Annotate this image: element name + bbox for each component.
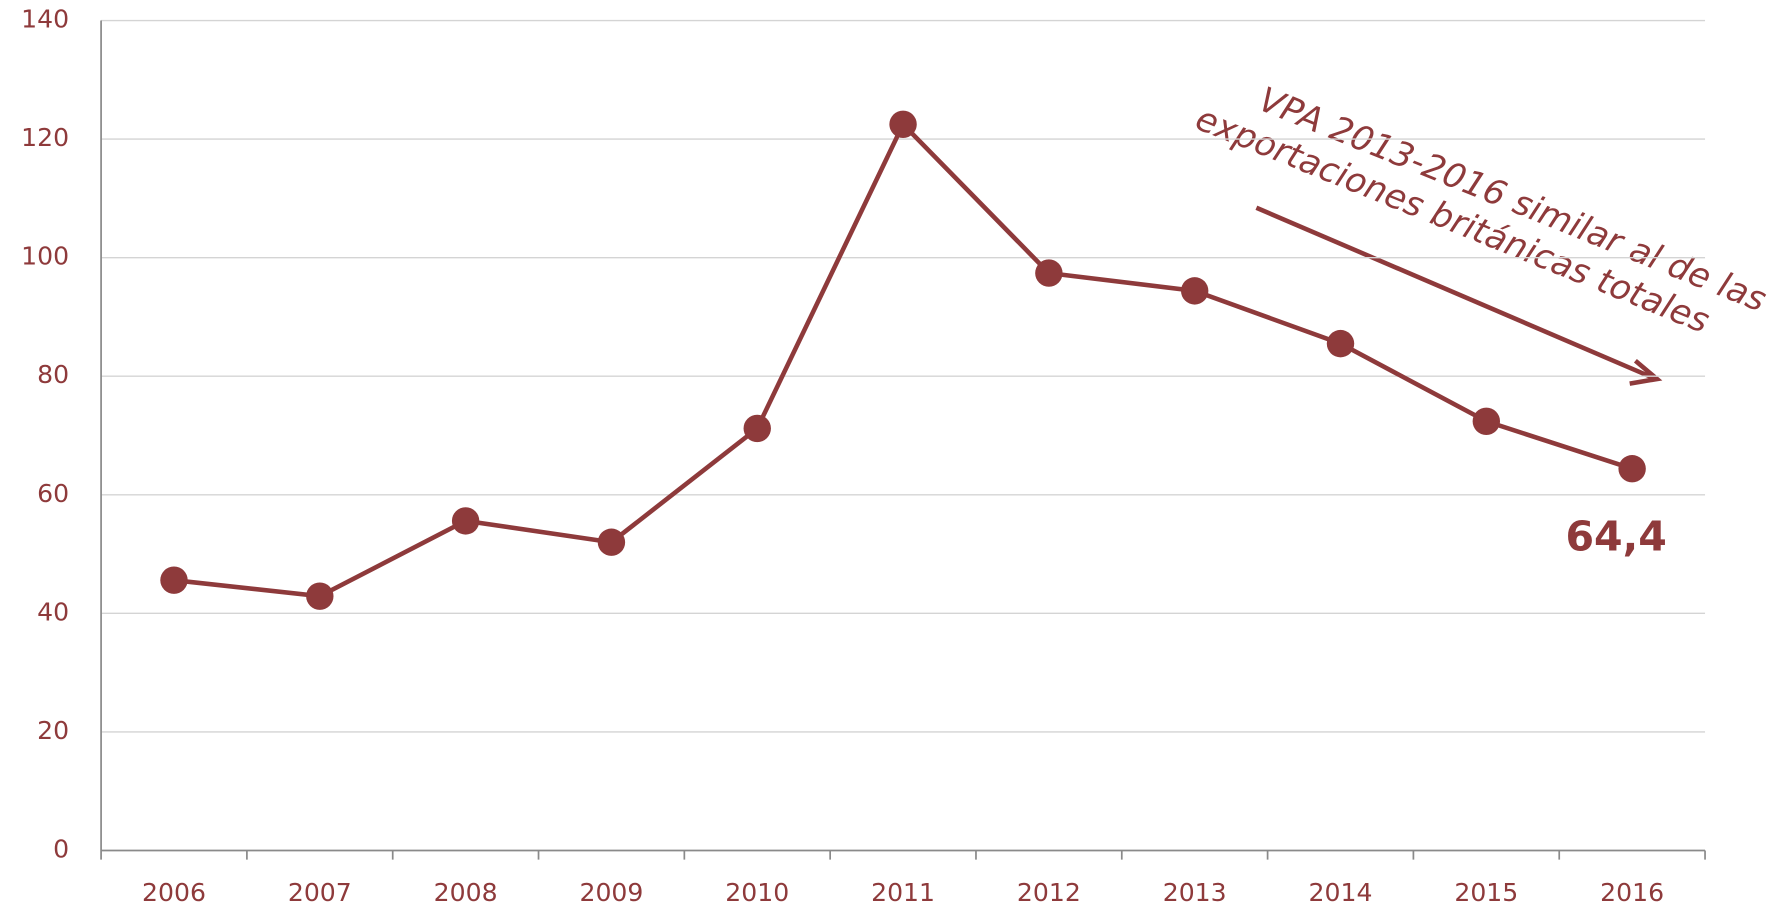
x-tick-label: 2010	[725, 878, 789, 907]
marker	[1618, 455, 1646, 483]
marker	[1472, 407, 1501, 435]
y-tick-label: 100	[21, 242, 69, 271]
y-tick-label: 20	[37, 716, 69, 745]
annotation-arrow	[1255, 205, 1663, 386]
x-tick-label: 2008	[434, 878, 498, 907]
marker	[889, 110, 917, 138]
marker	[1180, 277, 1209, 305]
y-tick-label: 120	[21, 123, 69, 152]
annotation: VPA 2013-2016 similar al de las exportac…	[1190, 80, 1772, 342]
x-tick-label: 2012	[1017, 878, 1081, 907]
annotation-line: exportaciones británicas totales	[1190, 99, 1715, 342]
x-tick-label: 2016	[1600, 878, 1664, 907]
x-tick-label: 2007	[288, 878, 352, 907]
marker	[451, 507, 480, 535]
y-tick-label: 0	[53, 834, 69, 863]
x-tick-label: 2006	[142, 878, 206, 907]
marker	[743, 414, 771, 443]
y-tick-label: 40	[37, 597, 69, 626]
x-tick-label: 2013	[1163, 878, 1227, 907]
data-label: 64,4	[1565, 512, 1666, 560]
marker	[1326, 329, 1355, 358]
marker	[597, 528, 626, 556]
x-tick-label: 2014	[1309, 878, 1373, 907]
x-tick-label: 2015	[1454, 878, 1518, 907]
x-tick-label: 2011	[871, 878, 935, 907]
y-tick-label: 80	[37, 360, 69, 389]
y-tick-label: 140	[21, 5, 69, 34]
marker	[1035, 259, 1063, 287]
y-tick-label: 60	[37, 479, 69, 508]
marker	[306, 582, 334, 610]
marker	[160, 566, 188, 594]
annotation-line: VPA 2013-2016 similar al de las	[1253, 80, 1772, 321]
x-tick-label: 2009	[579, 878, 643, 907]
